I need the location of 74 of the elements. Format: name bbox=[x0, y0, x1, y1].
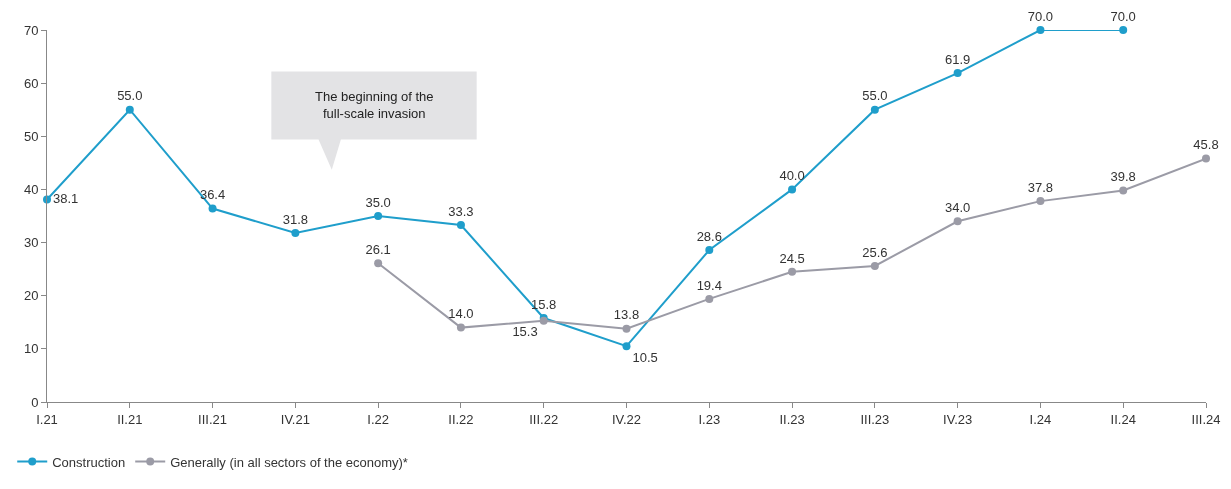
data-label: 61.9 bbox=[944, 51, 971, 67]
x-tick-label: I.21 bbox=[36, 411, 58, 427]
data-label: 36.4 bbox=[199, 187, 226, 203]
point bbox=[788, 185, 797, 194]
data-label: 15.8 bbox=[531, 296, 557, 312]
legend-label: Construction bbox=[52, 454, 126, 470]
legend-label: Generally (in all sectors of the economy)* bbox=[170, 454, 408, 470]
data-label: 10.5 bbox=[632, 349, 658, 365]
data-label: 40.0 bbox=[779, 168, 805, 184]
data-label: 70.0 bbox=[1110, 8, 1136, 24]
point bbox=[374, 259, 383, 268]
data-label: 34.0 bbox=[944, 200, 971, 216]
data-label: 14.0 bbox=[448, 306, 474, 322]
data-label: 26.1 bbox=[365, 242, 391, 258]
point bbox=[705, 294, 714, 303]
point bbox=[622, 324, 631, 333]
x-tick-label: II.21 bbox=[117, 411, 143, 427]
x-tick-label: IV.23 bbox=[943, 411, 973, 427]
annotation: The beginning of the full-scale invasion bbox=[315, 89, 434, 121]
data-label: 24.5 bbox=[779, 250, 805, 266]
data-label: 31.8 bbox=[282, 211, 309, 227]
y-tick-label: 30 bbox=[23, 235, 39, 251]
point bbox=[1119, 26, 1128, 34]
point bbox=[622, 342, 631, 351]
point bbox=[705, 246, 714, 255]
point bbox=[456, 221, 465, 230]
x-tick-label: I.23 bbox=[698, 411, 721, 427]
point bbox=[1036, 197, 1045, 206]
x-tick-label: I.22 bbox=[367, 411, 389, 427]
point bbox=[125, 105, 134, 114]
y-tick-label: 0 bbox=[31, 394, 39, 410]
point bbox=[43, 195, 51, 204]
point bbox=[870, 261, 879, 270]
y-tick-label: 60 bbox=[23, 75, 39, 91]
data-label: 33.3 bbox=[448, 203, 474, 219]
point bbox=[291, 229, 300, 238]
data-label: 19.4 bbox=[696, 277, 722, 293]
point bbox=[208, 204, 217, 213]
y-tick-label: 10 bbox=[23, 341, 39, 357]
y-tick-label: 40 bbox=[23, 181, 39, 197]
x-tick-label: III.22 bbox=[529, 411, 559, 427]
y-tick-label: 70 bbox=[23, 22, 39, 38]
y-tick-label: 20 bbox=[23, 288, 39, 304]
data-label: 15.3 bbox=[512, 324, 538, 340]
x-tick-label: II.23 bbox=[779, 411, 805, 427]
point bbox=[374, 212, 383, 220]
x-tick-label: III.23 bbox=[860, 411, 890, 427]
point bbox=[456, 323, 465, 332]
x-tick-label: III.24 bbox=[1191, 411, 1221, 427]
data-label: 37.8 bbox=[1027, 179, 1054, 195]
x-tick-label: II.24 bbox=[1110, 411, 1136, 427]
data-label: 35.0 bbox=[365, 194, 391, 210]
data-label: 55.0 bbox=[862, 88, 888, 104]
x-tick-label: II.22 bbox=[448, 411, 474, 427]
point bbox=[870, 105, 879, 114]
data-label: 70.0 bbox=[1027, 8, 1054, 24]
data-label: 25.6 bbox=[862, 244, 888, 260]
x-tick-label: I.24 bbox=[1029, 411, 1052, 427]
point bbox=[953, 217, 962, 226]
x-tick-label: IV.21 bbox=[280, 411, 310, 427]
data-label: 28.6 bbox=[696, 228, 722, 244]
data-label: 45.8 bbox=[1193, 137, 1219, 153]
data-label: 55.0 bbox=[117, 88, 143, 104]
data-label: 38.1 bbox=[53, 190, 79, 206]
x-tick-label: III.21 bbox=[198, 411, 228, 427]
point bbox=[1119, 186, 1128, 195]
point bbox=[1202, 154, 1210, 163]
point bbox=[1036, 26, 1045, 34]
point bbox=[788, 267, 797, 276]
x-tick-label: IV.22 bbox=[611, 411, 642, 427]
data-label: 39.8 bbox=[1110, 169, 1136, 185]
point bbox=[953, 69, 962, 78]
y-tick-label: 50 bbox=[23, 128, 39, 144]
data-label: 13.8 bbox=[613, 307, 640, 323]
